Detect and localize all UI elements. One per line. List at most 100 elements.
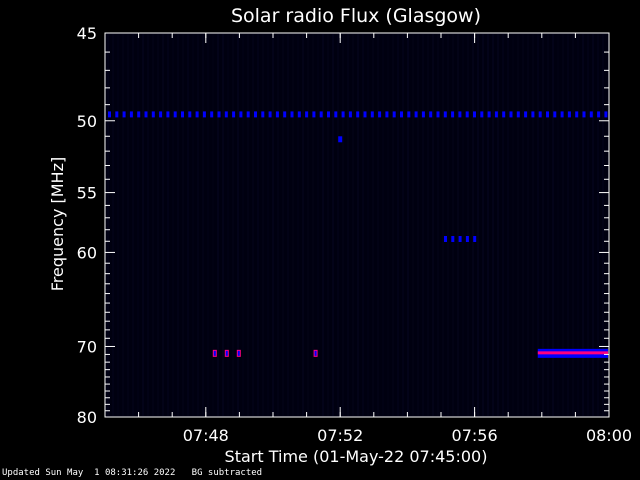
emission-dot <box>407 111 411 118</box>
emission-dot <box>444 235 447 242</box>
texture-column <box>177 34 179 416</box>
emission-dot <box>275 111 279 118</box>
texture-column <box>357 34 359 416</box>
emission-dot <box>604 111 608 118</box>
emission-dot <box>356 111 360 118</box>
texture-column <box>362 34 364 416</box>
emission-dot <box>443 111 447 118</box>
emission-dot <box>195 111 199 118</box>
texture-column <box>307 34 309 416</box>
texture-column <box>217 34 219 416</box>
texture-column <box>447 34 449 416</box>
emission-dot <box>392 111 396 118</box>
emission-dot <box>400 111 403 118</box>
emission-dot <box>370 111 374 118</box>
emission-dot <box>181 111 184 118</box>
emission-dot <box>341 111 345 118</box>
texture-column <box>117 34 119 416</box>
emission-dot <box>487 111 491 118</box>
texture-column <box>317 34 319 416</box>
texture-column <box>477 34 479 416</box>
emission-dot <box>363 111 367 118</box>
texture-column <box>127 34 129 416</box>
y-axis-label: Frequency [MHz] <box>48 157 67 291</box>
x-tick-label: 07:52 <box>317 426 363 445</box>
texture-column <box>487 34 489 416</box>
texture-column <box>427 34 429 416</box>
emission-dot <box>553 111 557 118</box>
texture-column <box>452 34 454 416</box>
updated-timestamp: Updated Sun May 1 08:31:26 2022 <box>2 468 176 478</box>
burst-band-core <box>537 351 608 355</box>
texture-column <box>302 34 304 416</box>
texture-column <box>472 34 474 416</box>
texture-column <box>482 34 484 416</box>
emission-dot <box>575 111 579 118</box>
emission-dot <box>334 111 338 118</box>
chart-title: Solar radio Flux (Glasgow) <box>231 5 481 27</box>
texture-column <box>522 34 524 416</box>
texture-column <box>557 34 559 416</box>
emission-dot <box>458 111 462 118</box>
texture-column <box>257 34 259 416</box>
texture-column <box>507 34 509 416</box>
emission-dot <box>305 111 309 118</box>
texture-column <box>352 34 354 416</box>
texture-column <box>587 34 589 416</box>
emission-dot <box>210 111 214 118</box>
x-tick-label: 07:48 <box>183 426 229 445</box>
emission-dot <box>436 111 440 118</box>
texture-column <box>592 34 594 416</box>
texture-column <box>292 34 294 416</box>
texture-column <box>242 34 244 416</box>
emission-dot <box>122 111 126 118</box>
emission-dot <box>283 111 287 118</box>
texture-column <box>167 34 169 416</box>
texture-column <box>367 34 369 416</box>
texture-column <box>422 34 424 416</box>
y-tick-label: 55 <box>77 184 97 203</box>
texture-column <box>512 34 514 416</box>
emission-dot <box>137 111 141 118</box>
emission-dot <box>297 111 301 118</box>
y-tick-label: 80 <box>77 408 97 427</box>
emission-dot <box>414 111 418 118</box>
emission-dot <box>597 111 601 118</box>
texture-column <box>187 34 189 416</box>
emission-dot <box>338 136 343 143</box>
texture-column <box>407 34 409 416</box>
texture-column <box>582 34 584 416</box>
texture-column <box>527 34 529 416</box>
texture-column <box>262 34 264 416</box>
burst-dot-core <box>237 350 240 356</box>
texture-column <box>322 34 324 416</box>
texture-column <box>182 34 184 416</box>
texture-column <box>232 34 234 416</box>
footer: Updated Sun May 1 08:31:26 2022 BG subtr… <box>2 468 262 478</box>
texture-column <box>297 34 299 416</box>
emission-dot <box>108 111 111 118</box>
y-tick-label: 70 <box>77 337 97 356</box>
x-axis-label: Start Time (01-May-22 07:45:00) <box>225 447 488 466</box>
texture-column <box>112 34 114 416</box>
y-tick-label: 45 <box>77 24 97 43</box>
texture-column <box>277 34 279 416</box>
texture-column <box>267 34 269 416</box>
emission-dot <box>312 111 316 118</box>
emission-dot <box>166 111 170 118</box>
emission-dot <box>268 111 272 118</box>
spectrogram-texture <box>107 34 604 416</box>
emission-dot <box>465 111 469 118</box>
x-tick-label: 07:56 <box>452 426 498 445</box>
texture-column <box>542 34 544 416</box>
texture-column <box>532 34 534 416</box>
texture-column <box>432 34 434 416</box>
texture-column <box>137 34 139 416</box>
emission-dot <box>582 111 586 118</box>
emission-dot <box>524 111 528 118</box>
emission-dot <box>159 111 163 118</box>
emission-dot <box>546 111 549 118</box>
emission-dot <box>473 235 477 242</box>
emission-dot <box>385 111 389 118</box>
